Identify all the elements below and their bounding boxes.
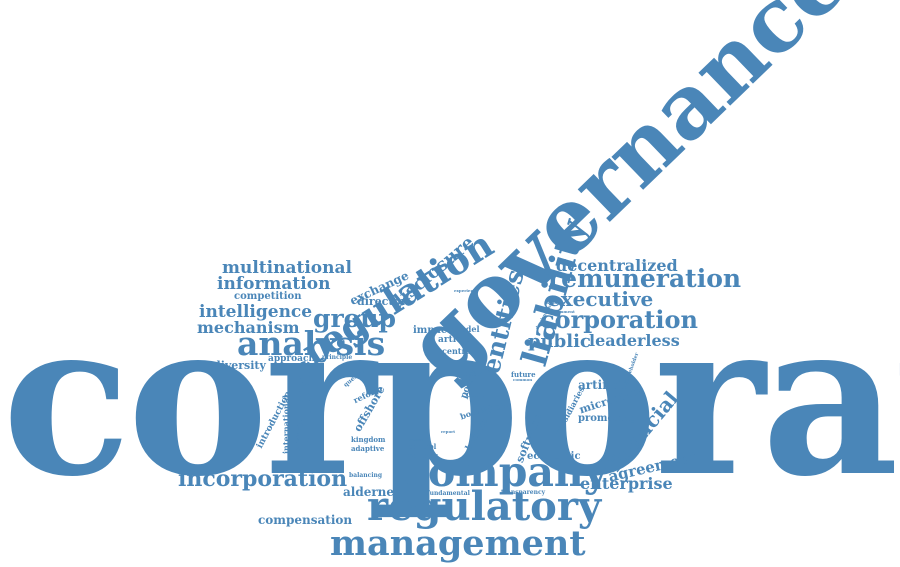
word-enterprise: enterprise [580, 474, 673, 493]
word-alderney: alderney [343, 485, 402, 499]
word-balancing: balancing [349, 472, 383, 479]
word-economic: economic [527, 451, 581, 462]
word-corporation: corporation [540, 305, 698, 334]
word-centre: centre [442, 346, 471, 356]
word-management: management [330, 523, 586, 564]
word-compensation: compensation [258, 513, 353, 527]
word-mechanism: mechanism [197, 318, 300, 337]
word-intelligence: intelligence [199, 302, 313, 322]
word-company: company [403, 448, 608, 496]
word-group: group [313, 304, 396, 333]
word-impact: impact [413, 325, 452, 336]
word-analysis: analysis [237, 324, 386, 363]
word-government: government [548, 309, 575, 314]
word-control: control [408, 442, 437, 451]
word-article: article [438, 335, 471, 345]
word-corporate: corporate [2, 274, 900, 523]
word-adaptive: adaptive [351, 444, 385, 453]
word-public: public [528, 331, 591, 352]
word-executive: executive [548, 287, 654, 311]
word-incorporation: incorporation [178, 466, 348, 492]
word-competition: competition [234, 291, 302, 302]
word-future: future [511, 370, 536, 379]
word-cost: cost [466, 389, 485, 399]
word-approach: approach [268, 354, 316, 364]
word-model: model [452, 324, 480, 334]
word-leaderless: leaderless [589, 331, 680, 350]
word-present: present [408, 437, 426, 442]
word-tort: tort [461, 369, 476, 378]
word-experience: experience [454, 288, 479, 293]
word-regulatory: regulatory [367, 483, 602, 530]
word-multinational: multinational [222, 258, 352, 278]
word-fundamental: fundamental [427, 490, 470, 497]
word-decentralized: decentralized [556, 256, 678, 275]
word-report: report [441, 429, 456, 434]
word-remuneration: remuneration [548, 264, 742, 293]
word-japanese: japanese [545, 300, 565, 305]
word-common: common [513, 377, 533, 382]
word-policies: policies [408, 451, 439, 460]
word-artificial: artificial [578, 378, 636, 392]
word-information: information [217, 274, 331, 294]
word-principle: principle [322, 354, 353, 361]
word-international: international [281, 395, 291, 454]
word-promoting: promoting [578, 413, 637, 424]
word-director: director [357, 295, 407, 308]
word-transparency: transparency [501, 489, 546, 496]
word-kingdom: kingdom [351, 435, 386, 444]
word-jurisdiction: jurisdiction [295, 424, 300, 450]
word-diversity: diversity [213, 359, 266, 372]
